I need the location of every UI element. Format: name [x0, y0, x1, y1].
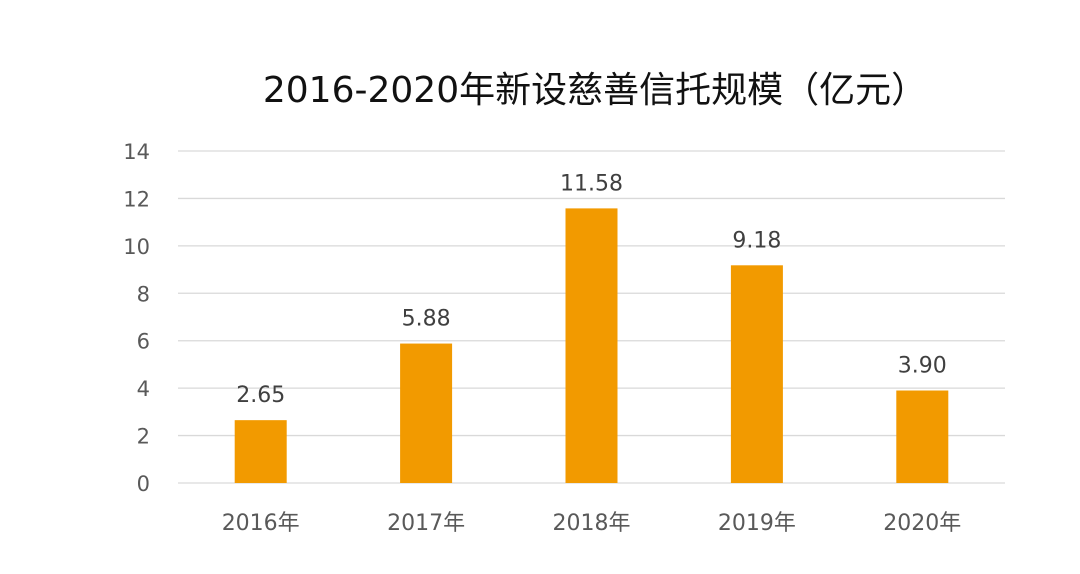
- data-label: 2.65: [236, 383, 285, 408]
- data-label: 5.88: [402, 307, 451, 332]
- y-tick-label: 10: [123, 235, 150, 259]
- data-label: 9.18: [732, 228, 781, 253]
- y-tick-label: 6: [137, 330, 150, 354]
- bar: [896, 390, 949, 483]
- x-tick-label: 2018年: [553, 511, 631, 536]
- y-tick-label: 4: [137, 377, 150, 401]
- y-tick-label: 12: [123, 187, 150, 211]
- data-label: 3.90: [898, 354, 947, 379]
- y-tick-label: 2: [137, 425, 150, 449]
- bar: [565, 208, 618, 484]
- x-tick-label: 2020年: [883, 511, 961, 536]
- bar: [730, 265, 783, 483]
- y-tick-label: 8: [137, 282, 150, 306]
- bar: [400, 343, 453, 483]
- bar: [234, 420, 287, 483]
- data-label: 11.58: [560, 171, 623, 196]
- y-tick-label: 14: [123, 140, 150, 164]
- x-tick-label: 2016年: [222, 511, 300, 536]
- x-tick-label: 2017年: [387, 511, 465, 536]
- x-tick-label: 2019年: [718, 511, 796, 536]
- chart-title: 2016-2020年新设慈善信托规模（亿元）: [263, 70, 927, 111]
- y-tick-label: 0: [137, 472, 150, 496]
